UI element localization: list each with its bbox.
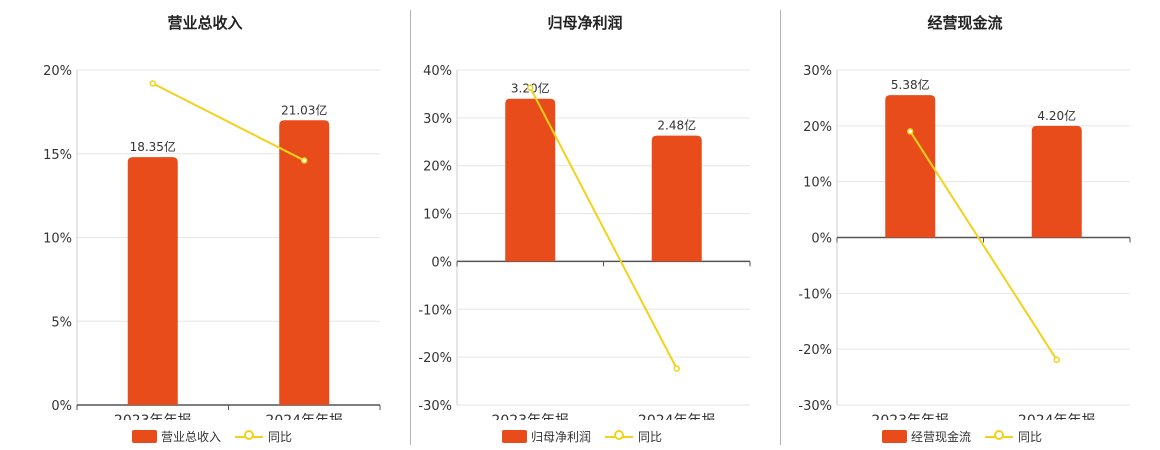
- bar: [651, 135, 702, 262]
- legend-bar-label: 营业总收入: [161, 430, 222, 444]
- legend-bar-swatch: [502, 430, 527, 443]
- legend-line-marker: [994, 430, 1004, 440]
- x-tick-label: 2024年年报: [265, 413, 343, 420]
- y-tick-label: 0%: [811, 232, 832, 247]
- y-tick-label: 20%: [43, 64, 72, 79]
- cash-flow-chart-plot: -30% -20% -10% 0% 10% 20% 30% 2023年年报 2024年年报 5.3…: [798, 64, 1131, 420]
- net-profit-chart-panel: -30% -20% -10% 0% 10% 20% 30% 40% 2023年年报 2024年年报…: [400, 0, 770, 450]
- bar-data-label: 21.03亿: [281, 102, 327, 117]
- y-tick-label: -10%: [798, 287, 832, 302]
- y-tick-label: 30%: [803, 64, 832, 79]
- yoy-line: [529, 87, 678, 370]
- bar-data-label: 18.35亿: [130, 139, 176, 154]
- yoy-point: [907, 128, 914, 135]
- y-tick-label: 10%: [423, 208, 452, 223]
- bar: [127, 157, 178, 405]
- legend-line-marker: [614, 430, 624, 440]
- y-tick-label: 30%: [423, 112, 452, 127]
- y-tick-label: 20%: [423, 160, 452, 175]
- y-tick-label: -20%: [418, 351, 452, 366]
- y-tick-label: -10%: [418, 303, 452, 318]
- panel-divider: [780, 10, 781, 445]
- yoy-point: [527, 84, 534, 91]
- bar: [279, 120, 330, 405]
- y-tick-label: 0%: [431, 255, 452, 270]
- bar: [1031, 125, 1082, 238]
- y-tick-label: -30%: [418, 399, 452, 414]
- y-tick-label: 0%: [51, 399, 72, 414]
- y-tick-label: 15%: [43, 148, 72, 163]
- yoy-point: [673, 365, 680, 372]
- yoy-line: [152, 82, 305, 162]
- revenue-chart-panel: 0%5%10%15%20%2023年年报2024年年报18.35亿21.03亿 …: [20, 0, 390, 450]
- y-tick-label: 20%: [803, 120, 832, 135]
- y-tick-label: 10%: [43, 232, 72, 247]
- bar-data-label: 4.20亿: [1037, 108, 1076, 123]
- x-tick-label: 2023年年报: [491, 413, 569, 420]
- legend-bar-swatch: [132, 430, 157, 443]
- legend-line-marker: [244, 430, 254, 440]
- y-tick-label: 5%: [51, 315, 72, 330]
- legend-bar-swatch: [882, 430, 907, 443]
- bar-data-label: 5.38亿: [891, 77, 930, 92]
- y-tick-label: -30%: [798, 399, 832, 414]
- legend-line-label: 同比: [638, 430, 663, 444]
- y-tick-label: -20%: [798, 343, 832, 358]
- x-tick-label: 2023年年报: [871, 413, 949, 420]
- chart-title: 营业总收入: [167, 14, 243, 32]
- chart-title: 归母净利润: [547, 14, 623, 32]
- x-tick-label: 2024年年报: [638, 413, 716, 420]
- net-profit-chart-plot: -30% -20% -10% 0% 10% 20% 30% 40% 2023年年报 2024年年报…: [418, 64, 751, 420]
- cash-flow-chart-panel: -30% -20% -10% 0% 10% 20% 30% 2023年年报 2024年年报 5.3…: [780, 0, 1150, 450]
- bar: [885, 95, 936, 238]
- legend-line-label: 同比: [268, 430, 293, 444]
- x-tick-label: 2024年年报: [1018, 413, 1096, 420]
- y-tick-label: 10%: [803, 176, 832, 191]
- legend-bar-label: 归母净利润: [531, 430, 592, 444]
- revenue-chart-plot: 0% 5% 10% 15% 20% 2023年年报 2024年年报 18.35亿 21.03亿: [43, 64, 381, 420]
- yoy-point: [301, 157, 308, 164]
- bar: [505, 98, 556, 262]
- legend-line-label: 同比: [1018, 430, 1043, 444]
- y-tick-label: 40%: [423, 64, 452, 79]
- chart-legend[interactable]: 经营现金流 同比: [780, 427, 1150, 445]
- bar-data-label: 2.48亿: [657, 118, 696, 133]
- yoy-point: [1053, 356, 1060, 364]
- legend-bar-label: 经营现金流: [911, 430, 972, 444]
- panel-divider: [410, 10, 411, 445]
- chart-title: 经营现金流: [927, 14, 1003, 32]
- yoy-line: [909, 130, 1058, 361]
- x-tick-label: 2023年年报: [114, 413, 192, 420]
- chart-legend[interactable]: 归母净利润 同比: [400, 427, 770, 445]
- chart-legend[interactable]: 营业总收入 同比: [20, 427, 390, 445]
- yoy-point: [149, 80, 156, 87]
